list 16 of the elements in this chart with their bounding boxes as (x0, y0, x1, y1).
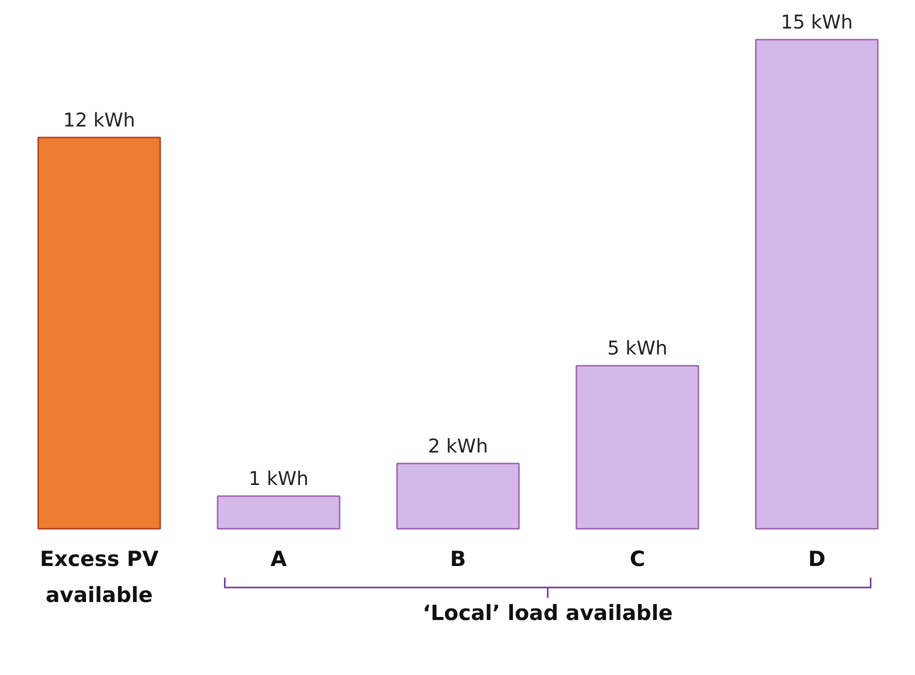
data-label: 2 kWh (428, 436, 488, 458)
bar (576, 364, 700, 530)
x-tick-label: B (450, 546, 466, 571)
bar (216, 495, 340, 530)
bar (37, 136, 161, 530)
x-tick-label: Excess PV available (40, 546, 160, 607)
x-tick-label: D (808, 546, 826, 571)
data-label: 1 kWh (248, 468, 309, 490)
data-label: 5 kWh (607, 338, 668, 360)
bar (396, 462, 520, 530)
bar (755, 38, 879, 530)
x-tick-label: C (630, 546, 646, 571)
x-tick-label: A (270, 546, 288, 571)
text: ‘Local’ load available (422, 601, 673, 626)
data-label: 12 kWh (63, 109, 136, 132)
data-label: 15 kWh (780, 12, 853, 34)
